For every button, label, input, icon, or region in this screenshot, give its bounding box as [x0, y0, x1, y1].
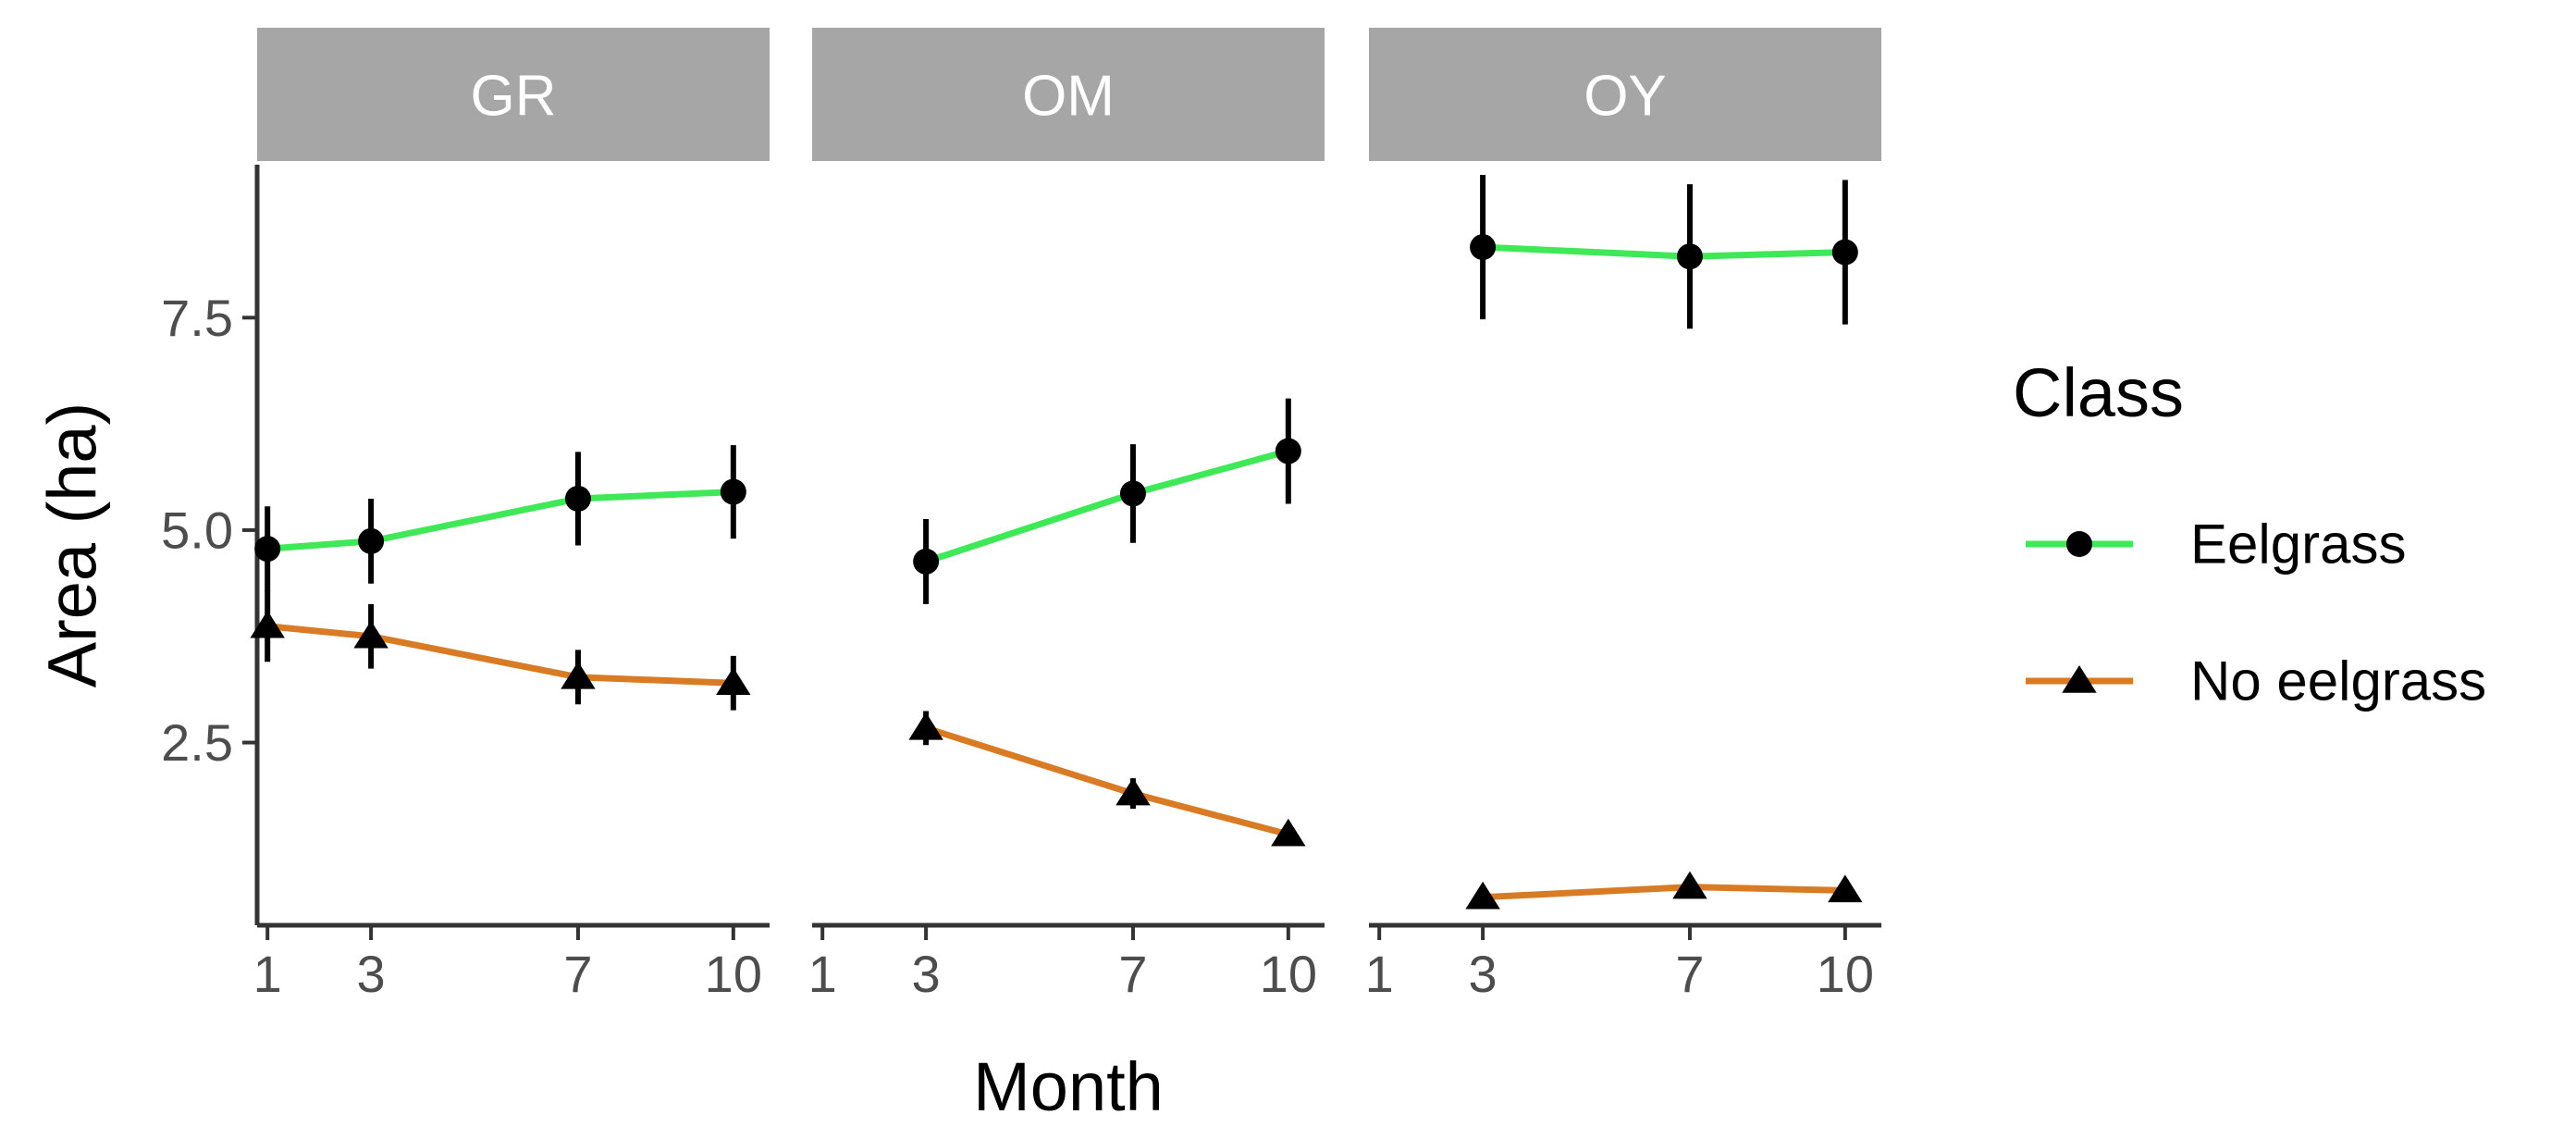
data-point-eelgrass [1470, 234, 1497, 261]
legend-key-marker [2062, 665, 2097, 693]
legend-entry-label: No eelgrass [2190, 650, 2486, 712]
data-point-eelgrass [254, 536, 281, 563]
series-line-no-eelgrass [922, 724, 1292, 838]
data-point-no-eelgrass [716, 667, 751, 695]
y-axis-title: Area (ha) [34, 402, 111, 687]
data-point-no-eelgrass [353, 620, 388, 649]
facet-strip-label: GR [471, 65, 557, 129]
data-point-no-eelgrass [1672, 871, 1707, 899]
data-point-no-eelgrass [250, 610, 285, 638]
x-tick-label: 3 [912, 945, 941, 1003]
x-tick-label: 7 [1675, 945, 1704, 1003]
data-point-no-eelgrass [1828, 874, 1863, 903]
data-point-no-eelgrass [908, 712, 943, 740]
series-line-eelgrass [922, 448, 1292, 565]
x-tick-label: 10 [1260, 945, 1317, 1003]
data-point-eelgrass [720, 478, 746, 505]
series-line-eelgrass [1479, 243, 1849, 260]
data-point-eelgrass [1676, 243, 1703, 270]
panel-gr: GR 1 3 7 10 [250, 28, 770, 1003]
legend-title: Class [2013, 354, 2184, 431]
x-tick-label: 7 [1118, 945, 1147, 1003]
panel-oy: OY 1 3 7 10 [1365, 28, 1881, 1003]
data-point-no-eelgrass [561, 661, 596, 689]
data-point-no-eelgrass [1271, 818, 1306, 847]
legend: Class Eelgrass No eelgrass [2013, 354, 2486, 712]
facet-strip-label: OY [1584, 65, 1667, 129]
y-tick-label: 5.0 [161, 501, 233, 559]
y-tick-label: 2.5 [161, 713, 233, 772]
x-axis-title: Month [973, 1048, 1164, 1125]
data-point-eelgrass [1275, 438, 1301, 464]
x-tick-label: 1 [1365, 945, 1394, 1003]
x-tick-label: 7 [563, 945, 592, 1003]
series-line-eelgrass [264, 489, 737, 552]
facet-strip [1369, 28, 1881, 161]
x-tick-label: 1 [808, 945, 837, 1003]
panel-om: OM 1 3 7 10 [808, 28, 1325, 1003]
x-tick-label: 3 [357, 945, 386, 1003]
data-point-no-eelgrass [1465, 881, 1500, 910]
facet-strip-label: OM [1022, 65, 1115, 129]
y-tick-label: 7.5 [161, 289, 233, 347]
x-tick-label: 3 [1469, 945, 1498, 1003]
series-line-no-eelgrass [264, 623, 737, 687]
x-tick-label: 10 [1817, 945, 1874, 1003]
data-point-eelgrass [913, 548, 940, 575]
x-tick-label: 1 [253, 945, 282, 1003]
series-line-no-eelgrass [1479, 884, 1849, 901]
data-point-eelgrass [1831, 239, 1858, 266]
data-point-eelgrass [564, 485, 591, 512]
data-point-no-eelgrass [1115, 777, 1151, 806]
data-point-eelgrass [1119, 480, 1146, 507]
x-tick-label: 10 [705, 945, 762, 1003]
data-point-eelgrass [358, 527, 385, 554]
facet-strip [257, 28, 770, 161]
legend-entry-label: Eelgrass [2190, 514, 2406, 576]
facet-strip [812, 28, 1325, 161]
legend-key-marker [2066, 531, 2092, 557]
